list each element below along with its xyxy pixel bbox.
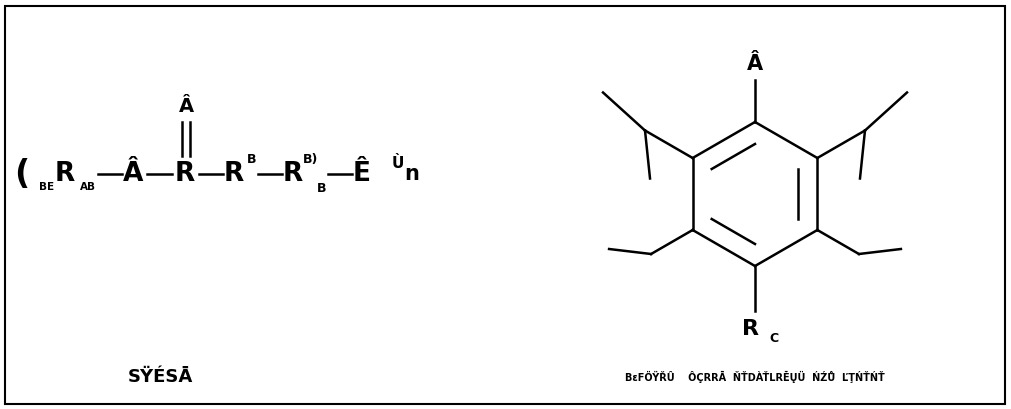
Text: Â: Â bbox=[747, 54, 763, 74]
Text: B): B) bbox=[303, 153, 318, 166]
Text: Ù: Ù bbox=[392, 157, 404, 171]
Text: BE: BE bbox=[39, 182, 55, 192]
Text: C: C bbox=[769, 333, 778, 346]
Text: B: B bbox=[248, 153, 257, 166]
Text: AB: AB bbox=[80, 182, 96, 192]
Text: R: R bbox=[742, 319, 759, 339]
Text: SŸÉSĀ: SŸÉSĀ bbox=[127, 368, 193, 386]
Text: B: B bbox=[317, 182, 327, 195]
Text: Â: Â bbox=[122, 161, 144, 187]
Text: R: R bbox=[55, 161, 75, 187]
Text: Ê: Ê bbox=[353, 161, 371, 187]
Text: n: n bbox=[404, 164, 420, 184]
Text: Â: Â bbox=[178, 97, 193, 117]
Text: BεFÖŸŘÛ    ÔÇRRĀ  ŇŤDÀŤLRĔŲÜ  ŃŹŮ  ĽŢŃŤŃŤ: BεFÖŸŘÛ ÔÇRRĀ ŇŤDÀŤLRĔŲÜ ŃŹŮ ĽŢŃŤŃŤ bbox=[625, 371, 885, 383]
Text: R: R bbox=[175, 161, 195, 187]
Text: (: ( bbox=[14, 157, 29, 191]
Text: R: R bbox=[223, 161, 244, 187]
Text: R: R bbox=[283, 161, 303, 187]
